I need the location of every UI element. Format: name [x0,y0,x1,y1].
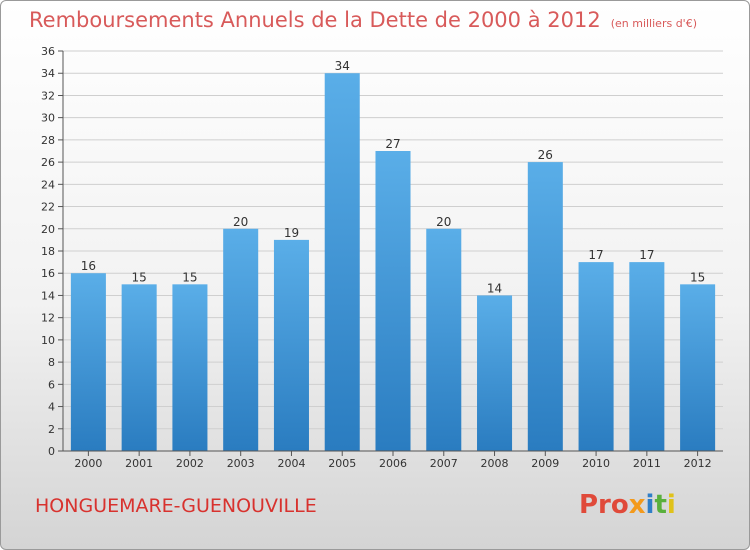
x-tick-label: 2010 [582,457,610,470]
y-tick-label: 34 [41,67,55,80]
bar-value-label: 19 [284,226,299,240]
y-tick-label: 12 [41,312,55,325]
y-tick-label: 10 [41,334,55,347]
y-tick-label: 32 [41,89,55,102]
proxiti-logo[interactable]: Proxiti [579,490,676,520]
bar-value-label: 15 [132,270,147,284]
bar-value-label: 20 [233,215,248,229]
x-tick-label: 2004 [277,457,305,470]
y-tick-label: 14 [41,289,55,302]
x-tick-label: 2003 [227,457,255,470]
bar-value-label: 26 [538,148,553,162]
logo-part-5: i [666,490,676,520]
x-tick-label: 2007 [430,457,458,470]
y-tick-label: 20 [41,223,55,236]
chart-title: Remboursements Annuels de la Dette de 20… [29,8,697,32]
title-unit: (en milliers d'€) [610,17,697,30]
x-tick-label: 2000 [74,457,102,470]
bar-value-label: 17 [639,248,654,262]
bar [273,239,309,451]
y-tick-label: 18 [41,245,55,258]
bar [121,284,157,451]
bar [477,295,513,451]
y-tick-label: 2 [48,423,55,436]
y-tick-label: 26 [41,156,55,169]
logo-part-2: x [628,490,646,520]
logo-part-1: Pro [579,490,629,520]
x-tick-label: 2006 [379,457,407,470]
logo-part-3: i [645,490,655,520]
bar-value-label: 14 [487,281,502,295]
logo-part-4: t [654,490,667,520]
y-tick-label: 6 [48,378,55,391]
bar [324,73,360,451]
commune-name: HONGUEMARE-GUENOUVILLE [35,495,317,517]
bars: 16 15 15 20 19 34 27 20 14 26 17 17 15 [70,59,716,451]
y-tick-label: 24 [41,178,55,191]
bar [680,284,716,451]
y-tick-label: 36 [41,45,55,58]
y-tick-label: 30 [41,112,55,125]
title-text: Remboursements Annuels de la Dette de 20… [29,8,601,32]
bar-value-label: 15 [182,270,197,284]
y-tick-label: 22 [41,201,55,214]
x-tick-label: 2001 [125,457,153,470]
bar [629,262,665,451]
y-tick-label: 8 [48,356,55,369]
bar-value-label: 16 [81,259,96,273]
x-tick-label: 2011 [633,457,661,470]
bar-value-label: 34 [335,59,350,73]
bar [70,273,106,451]
x-tick-label: 2002 [176,457,204,470]
x-tick-label: 2008 [481,457,509,470]
bar-value-label: 15 [690,270,705,284]
y-tick-label: 28 [41,134,55,147]
y-tick-label: 0 [48,445,55,458]
x-tick-label: 2009 [531,457,559,470]
bar-value-label: 27 [385,137,400,151]
bar [578,262,614,451]
y-tick-label: 4 [48,401,55,414]
bar [426,228,462,451]
x-tick-label: 2005 [328,457,356,470]
bar-value-label: 17 [588,248,603,262]
y-tick-label: 16 [41,267,55,280]
x-tick-label: 2012 [684,457,712,470]
bar [172,284,208,451]
bar-value-label: 20 [436,215,451,229]
x-axis: 2000 2001 2002 2003 2004 2005 2006 2007 2008 2009… [63,450,723,470]
bar [375,151,411,451]
bar [223,228,259,451]
bar [527,162,563,451]
